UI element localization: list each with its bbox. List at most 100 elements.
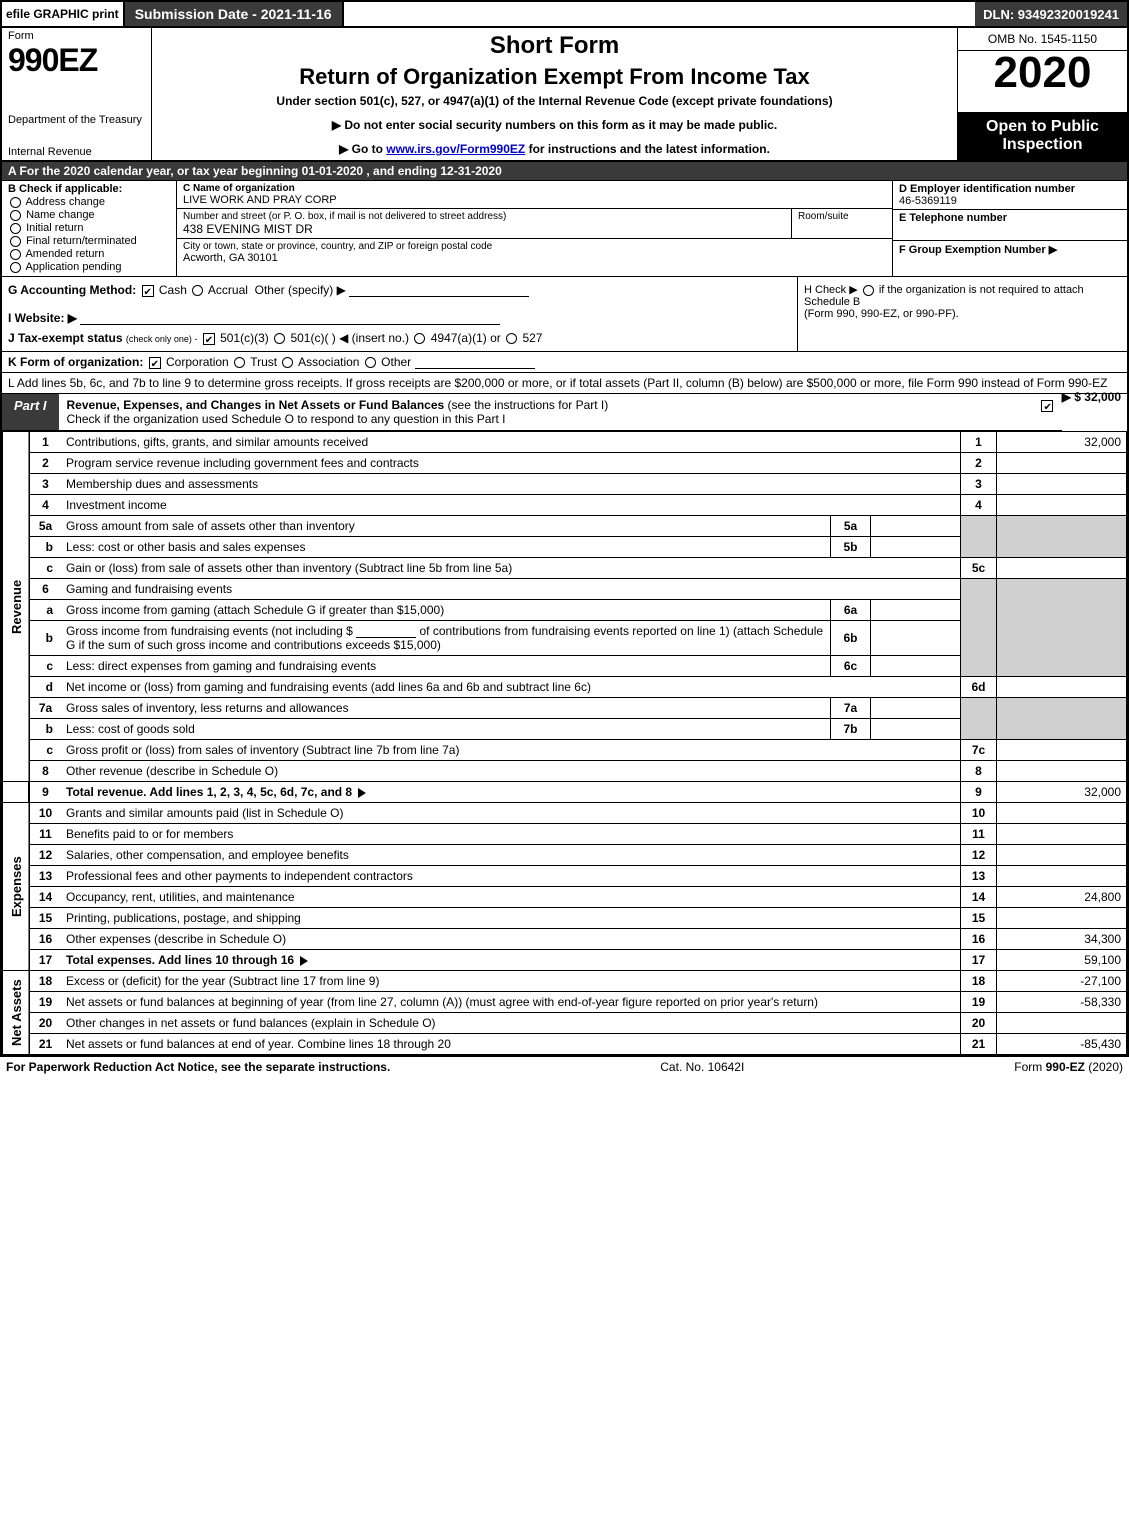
line-21: 21 Net assets or fund balances at end of… [3,1034,1127,1055]
goto-post: for instructions and the latest informat… [525,142,770,156]
line-9: 9 Total revenue. Add lines 1, 2, 3, 4, 5… [3,782,1127,803]
short-form-title: Short Form [162,32,947,60]
chk-name-change[interactable]: Name change [8,209,170,221]
side-netassets: Net Assets [3,971,30,1055]
website-input[interactable] [80,311,500,325]
arrow-icon [358,788,366,798]
l-text: L Add lines 5b, 6c, and 7b to line 9 to … [8,376,1107,390]
goto-pre: ▶ Go to [339,142,386,156]
form-number: 990EZ [8,42,145,79]
chk-assoc[interactable] [282,357,293,368]
dept-treasury: Department of the Treasury [8,114,145,126]
row-a-taxyear: A For the 2020 calendar year, or tax yea… [2,162,1127,181]
chk-other-org[interactable] [365,357,376,368]
row-l: L Add lines 5b, 6c, and 7b to line 9 to … [2,373,1127,394]
irs-link[interactable]: www.irs.gov/Form990EZ [386,142,525,156]
submission-date: Submission Date - 2021-11-16 [125,2,344,26]
part1-check-text: Check if the organization used Schedule … [67,412,506,426]
chk-527[interactable] [506,333,517,344]
part1-title-bold: Revenue, Expenses, and Changes in Net As… [67,398,445,412]
line-5a: 5a Gross amount from sale of assets othe… [3,516,1127,537]
g-label: G Accounting Method: [8,283,136,297]
box-e: E Telephone number [893,210,1127,241]
chk-initial-return[interactable]: Initial return [8,222,170,234]
warning-ssn: ▶ Do not enter social security numbers o… [162,118,947,132]
efile-label: efile GRAPHIC print [2,2,125,26]
c-city-label: City or town, state or province, country… [183,241,886,252]
other-org-input[interactable] [415,355,535,369]
tax-year: 2020 [958,51,1127,95]
header-left: Form 990EZ Department of the Treasury In… [2,28,152,160]
d-label: D Employer identification number [899,183,1121,195]
other-specify-input[interactable] [349,283,529,297]
block-b-to-f: B Check if applicable: Address change Na… [2,181,1127,277]
topbar: efile GRAPHIC print Submission Date - 20… [2,2,1127,28]
c-name-label: C Name of organization [183,183,886,194]
val-7b [871,719,961,740]
line-7a: 7a Gross sales of inventory, less return… [3,698,1127,719]
val-6b [871,621,961,656]
6b-amount-input[interactable] [356,624,416,638]
form-page: efile GRAPHIC print Submission Date - 20… [0,0,1129,1057]
under-section: Under section 501(c), 527, or 4947(a)(1)… [162,94,947,108]
box-c-city: City or town, state or province, country… [177,239,892,266]
val-5b [871,537,961,558]
box-c: C Name of organization LIVE WORK AND PRA… [177,181,892,276]
line-j: J Tax-exempt status (check only one) - 5… [8,331,791,345]
line-6d: d Net income or (loss) from gaming and f… [3,677,1127,698]
line-4: 4 Investment income 4 [3,495,1127,516]
val-6c [871,656,961,677]
line-7b: b Less: cost of goods sold 7b [3,719,1127,740]
box-c-addr-row: Number and street (or P. O. box, if mail… [177,209,892,239]
row-g-left: G Accounting Method: Cash Accrual Other … [2,277,797,351]
form-word: Form [8,30,145,42]
box-f: F Group Exemption Number ▶ [893,241,1127,276]
c-room-label: Room/suite [798,211,886,222]
chk-accrual[interactable] [192,285,203,296]
h-text1: H Check ▶ [804,284,858,296]
chk-address-change[interactable]: Address change [8,196,170,208]
line-19: 19 Net assets or fund balances at beginn… [3,992,1127,1013]
chk-amended-return[interactable]: Amended return [8,248,170,260]
line-6a: a Gross income from gaming (attach Sched… [3,600,1127,621]
box-d: D Employer identification number 46-5369… [893,181,1127,210]
line-6: 6 Gaming and fundraising events [3,579,1127,600]
box-b: B Check if applicable: Address change Na… [2,181,177,276]
chk-501c[interactable] [274,333,285,344]
j-sub: (check only one) - [126,334,198,344]
chk-corp[interactable] [149,357,161,369]
side-revenue: Revenue [3,432,30,782]
org-address: 438 EVENING MIST DR [183,222,785,236]
open-public-badge: Open to Public Inspection [958,112,1127,160]
line-20: 20 Other changes in net assets or fund b… [3,1013,1127,1034]
lines-table: Revenue 1 Contributions, gifts, grants, … [2,431,1127,1055]
chk-trust[interactable] [234,357,245,368]
dept-irs: Internal Revenue [8,146,145,158]
line-6c: c Less: direct expenses from gaming and … [3,656,1127,677]
box-c-street: Number and street (or P. O. box, if mail… [177,209,792,238]
footer-left: For Paperwork Reduction Act Notice, see … [6,1060,390,1074]
chk-application-pending[interactable]: Application pending [8,261,170,273]
line-11: 11 Benefits paid to or for members 11 [3,824,1127,845]
part1-title-rest: (see the instructions for Part I) [444,398,608,412]
form-header: Form 990EZ Department of the Treasury In… [2,28,1127,162]
line-7c: c Gross profit or (loss) from sales of i… [3,740,1127,761]
chk-501c3[interactable] [203,333,215,345]
chk-final-return[interactable]: Final return/terminated [8,235,170,247]
chk-4947[interactable] [414,333,425,344]
h-text3: (Form 990, 990-EZ, or 990-PF). [804,308,959,320]
page-footer: For Paperwork Reduction Act Notice, see … [0,1057,1129,1077]
row-h: H Check ▶ if the organization is not req… [797,277,1127,351]
f-label: F Group Exemption Number ▶ [899,243,1121,256]
box-def: D Employer identification number 46-5369… [892,181,1127,276]
footer-right: Form 990-EZ (2020) [1014,1060,1123,1074]
part1-check[interactable] [1032,394,1062,430]
line-6b: b Gross income from fundraising events (… [3,621,1127,656]
line-5b: b Less: cost or other basis and sales ex… [3,537,1127,558]
chk-cash[interactable] [142,285,154,297]
dln-label: DLN: 93492320019241 [975,2,1127,26]
line-15: 15 Printing, publications, postage, and … [3,908,1127,929]
chk-h[interactable] [863,285,874,296]
k-label: K Form of organization: [8,355,143,369]
e-val [899,224,1121,238]
